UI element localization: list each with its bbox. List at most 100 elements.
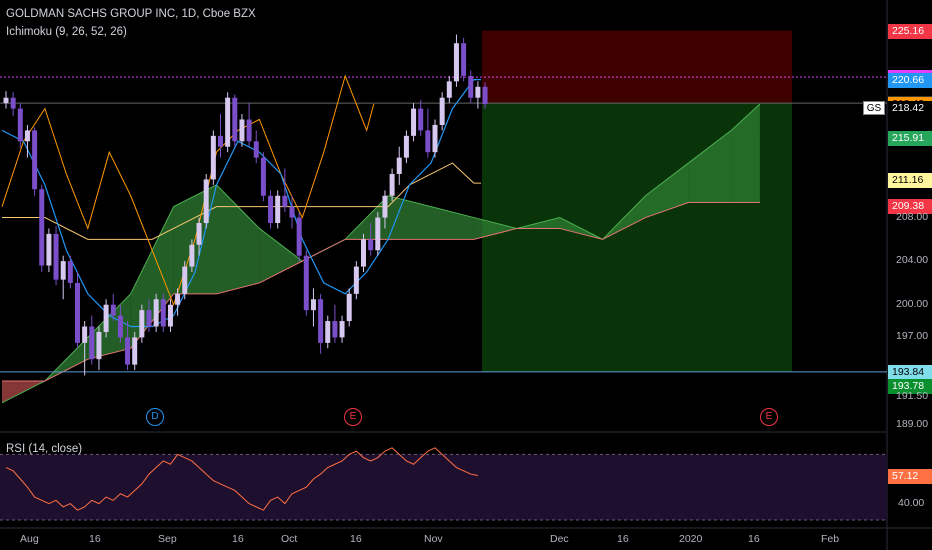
candle-body [32,130,38,190]
rsi-tick-label: 40.00 [898,496,925,509]
candle-body [275,195,281,223]
candle-body [82,326,88,343]
candle-body [382,195,388,218]
time-tick-label: 2020 [679,533,703,545]
candle-body [60,261,66,280]
candle-body [461,43,467,76]
price-tick-label: 204.00 [896,254,929,267]
chart-title: GOLDMAN SACHS GROUP INC, 1D, Cboe BZX [6,8,256,20]
cloud-segment [473,217,517,240]
candle-body [17,108,23,142]
candle-body [468,75,474,98]
price-tick-label: 191.50 [896,390,929,403]
cloud-segment [731,104,760,203]
stop-loss-zone [482,30,792,104]
candle-body [167,304,173,327]
candle-body [346,293,352,322]
time-tick-label: Feb [821,533,840,545]
candle-body [439,97,445,125]
price-tick-label: 189.00 [896,417,929,430]
leading-span-a [1,103,761,404]
candle-body [475,86,481,98]
candle-body [453,43,459,82]
price-tick-label: 200.00 [896,297,929,310]
candle-body [210,135,216,180]
candle-body [310,299,316,311]
candle-body [110,304,116,316]
earnings-marker[interactable]: E [760,408,778,426]
candle-body [189,244,195,267]
candle-body [125,337,131,365]
candle-body [3,97,9,104]
candle-body [103,304,109,332]
cloud-segment [259,228,303,283]
candle-body [368,239,374,251]
price-tag: 215.91 [888,131,932,147]
price-tag: 193.84 [888,364,932,380]
candle-body [396,157,402,174]
time-tick-label: Oct [281,533,298,545]
candle-body [389,173,395,196]
candle-body [239,119,245,142]
candle-body [361,239,366,267]
candle-body [246,119,252,142]
candle-body [325,321,331,343]
candle-body [432,124,438,153]
candle-body [353,266,359,294]
candle-body [425,130,431,153]
time-tick-label: 16 [748,533,760,545]
candle-body [196,223,202,245]
candle-body [139,310,145,338]
candle-body [375,217,381,251]
lagging-span [1,74,375,307]
candle-body [153,299,159,327]
time-tick-label: Nov [424,533,443,545]
candle-body [303,255,309,311]
time-tick-label: 16 [89,533,101,545]
candle-body [39,189,45,266]
candle-body [132,337,138,365]
rsi-label[interactable]: RSI (14, close) [6,443,83,455]
cloud-segment [388,195,431,240]
candle-body [403,135,409,158]
rsi-band [0,454,887,520]
candle-body [175,293,181,305]
price-tick-label: 208.00 [896,210,929,223]
candle-body [260,157,266,196]
candle-body [339,321,345,338]
time-tick-label: Aug [20,533,39,545]
base-line [2,162,482,240]
cloud-segment [216,184,260,294]
price-tick-label: 197.00 [896,330,929,343]
symbol-tag: GS [863,101,885,115]
candle-body [289,206,295,218]
candle-body [411,108,417,136]
candle-body [53,233,59,280]
rsi-line [5,447,478,511]
candle-body [296,217,302,256]
candle-body [282,195,288,207]
candle-body [232,97,238,142]
candle-body [75,282,80,343]
time-tick-label: Dec [550,533,569,545]
candle-body [182,266,188,294]
price-tag: 211.16 [888,173,932,189]
candle-body [332,321,338,338]
candle-body [268,195,274,223]
candle-body [10,97,16,109]
candle-body [482,86,488,105]
dividend-marker[interactable]: D [146,408,164,426]
cloud-segment [688,130,732,203]
rsi-value-tag: 57.12 [888,468,932,484]
candle-body [146,310,152,327]
indicator-label[interactable]: Ichimoku (9, 26, 52, 26) [6,26,127,38]
earnings-marker[interactable]: E [344,408,362,426]
price-tag: 209.38 [888,198,932,214]
candle-body [46,233,52,266]
candle-body [318,299,324,343]
candle-body [253,141,259,158]
candle-body [96,331,102,360]
cloud-segment [645,163,689,218]
